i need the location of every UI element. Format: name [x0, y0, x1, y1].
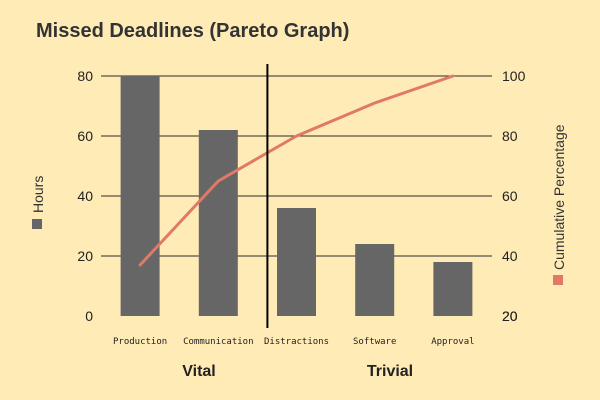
chart-title: Missed Deadlines (Pareto Graph) [36, 20, 349, 42]
cumulative-line [138, 74, 455, 267]
left-tick-label: 0 [85, 308, 93, 324]
right-tick-label: 40 [502, 248, 518, 264]
right-tick-label: 80 [502, 128, 518, 144]
group-labels: Vital Trivial [182, 363, 413, 380]
right-tick-label: 100 [502, 68, 526, 84]
category-label: Communication [183, 337, 253, 347]
right-axis-title: Cumulative Percentage [551, 124, 567, 270]
left-tick-label: 20 [77, 248, 93, 264]
bar-production [120, 76, 160, 316]
category-label: Production [113, 337, 167, 347]
cumulative-percentage-line [138, 74, 455, 267]
right-tick-label: 20 [502, 308, 518, 324]
category-label: Software [353, 337, 396, 347]
bar-distractions [277, 208, 316, 316]
right-axis-legend: Cumulative Percentage [551, 124, 567, 285]
cumulative-legend-swatch [553, 275, 563, 285]
bars [120, 76, 473, 316]
category-label: Distractions [264, 337, 329, 347]
right-tick-label: 20 [502, 308, 518, 324]
left-axis-legend: Hours [30, 176, 46, 229]
left-tick-label: 60 [77, 128, 93, 144]
bar-approval [433, 262, 473, 316]
hours-legend-swatch [32, 219, 42, 229]
bar-communication [198, 130, 238, 316]
left-axis-ticks: 0 20 40 60 80 [77, 68, 93, 324]
right-tick-label: 60 [502, 188, 518, 204]
group-label-trivial: Trivial [367, 363, 413, 380]
category-labels: Production Communication Distractions Softw… [113, 337, 475, 347]
category-label: Approval [431, 337, 474, 347]
left-tick-label: 80 [77, 68, 93, 84]
left-axis-title: Hours [30, 176, 46, 213]
bar-software [355, 244, 395, 316]
group-label-vital: Vital [182, 363, 216, 380]
left-tick-label: 40 [77, 188, 93, 204]
